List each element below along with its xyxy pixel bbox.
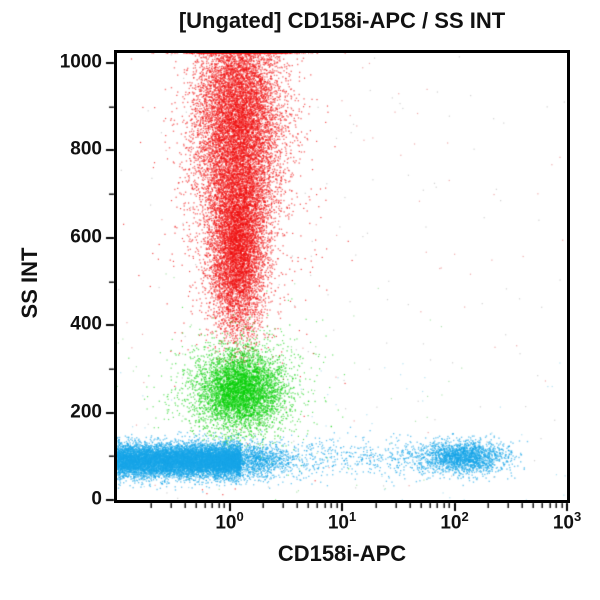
x-tick-label: 102	[440, 509, 469, 534]
y-tick-label: 0	[91, 488, 102, 510]
x-axis-label: CD158i-APC	[277, 541, 407, 566]
plot-frame	[114, 50, 570, 503]
y-tick-label: 1000	[59, 51, 102, 73]
y-tick-label: 200	[70, 401, 102, 423]
y-tick-label: 400	[70, 313, 102, 335]
chart-title: [Ungated] CD158i-APC / SS INT	[178, 8, 506, 33]
x-tick-label: 103	[552, 509, 582, 534]
y-tick-label: 800	[70, 138, 102, 160]
x-tick-label: 101	[327, 509, 357, 534]
x-tick-label: 100	[215, 509, 244, 534]
y-tick-label: 600	[70, 226, 102, 248]
